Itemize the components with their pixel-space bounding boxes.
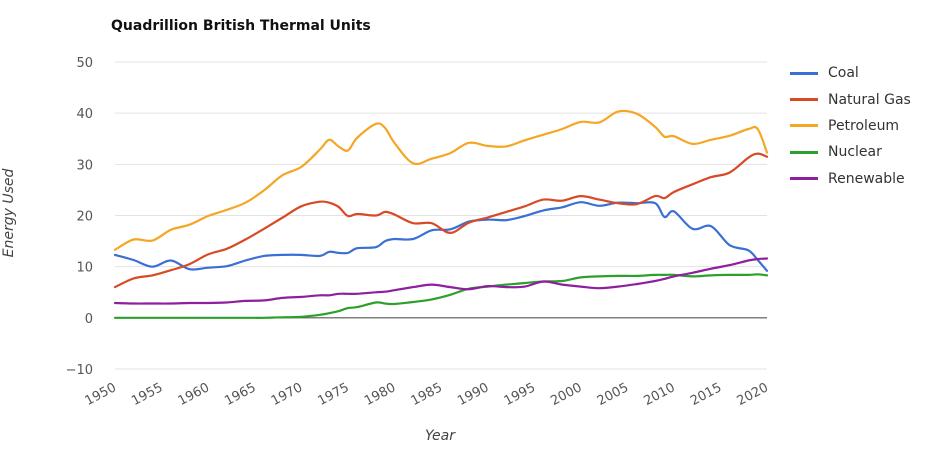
x-axis-label: Year — [425, 428, 455, 444]
y-tick-label: 40 — [76, 107, 93, 122]
x-tick-label: 1960 — [176, 380, 212, 409]
y-tick-labels: −10 0 10 20 30 40 50 — [66, 56, 93, 378]
legend-item-coal[interactable]: Coal — [790, 60, 911, 86]
chart-title: Quadrillion British Thermal Units — [111, 18, 371, 34]
x-tick-label: 1965 — [222, 380, 258, 409]
legend-item-petroleum[interactable]: Petroleum — [790, 113, 911, 139]
legend-item-nuclear[interactable]: Nuclear — [790, 139, 911, 165]
gridlines — [115, 61, 767, 370]
legend-swatch-natural-gas — [790, 98, 818, 102]
x-tick-label: 2005 — [595, 380, 631, 409]
legend-swatch-nuclear — [790, 150, 818, 154]
x-tick-label: 1975 — [315, 380, 351, 409]
x-tick-label: 2010 — [641, 380, 677, 409]
y-tick-label: 10 — [76, 261, 93, 276]
legend: Coal Natural Gas Petroleum Nuclear Renew… — [790, 60, 911, 192]
x-tick-label: 1990 — [455, 380, 491, 409]
legend-swatch-petroleum — [790, 124, 818, 128]
legend-swatch-coal — [790, 71, 818, 75]
legend-label-coal: Coal — [828, 65, 859, 82]
x-tick-label: 1970 — [269, 380, 305, 409]
y-tick-label: 20 — [76, 210, 93, 225]
legend-swatch-renewable — [790, 177, 818, 181]
x-tick-label: 2020 — [735, 380, 771, 409]
x-tick-label: 1980 — [362, 380, 398, 409]
legend-label-nuclear: Nuclear — [828, 144, 882, 161]
x-tick-label: 1985 — [409, 380, 445, 409]
x-tick-label: 1955 — [129, 380, 165, 409]
series-line-nuclear[interactable] — [113, 273, 769, 319]
y-tick-label: 0 — [85, 312, 93, 327]
x-tick-label: 2015 — [688, 380, 724, 409]
y-tick-label: 30 — [76, 158, 93, 173]
legend-label-natural-gas: Natural Gas — [828, 91, 911, 108]
y-tick-label: 50 — [76, 56, 93, 71]
legend-label-petroleum: Petroleum — [828, 117, 900, 134]
y-tick-label: −10 — [66, 363, 93, 378]
x-tick-label: 1950 — [83, 380, 119, 409]
series-line-natural-gas[interactable] — [113, 152, 769, 289]
series-line-coal[interactable] — [113, 201, 769, 272]
series-line-renewable[interactable] — [113, 257, 769, 305]
legend-item-natural-gas[interactable]: Natural Gas — [790, 86, 911, 112]
series-lines — [113, 109, 769, 319]
x-tick-labels: 1950 1955 1960 1965 1970 1975 1980 1985 1990 1995… — [83, 380, 771, 409]
x-tick-label: 1995 — [502, 380, 538, 409]
y-axis-label: Energy Used — [1, 168, 17, 258]
legend-label-renewable: Renewable — [828, 170, 905, 187]
x-tick-label: 2000 — [548, 380, 584, 409]
legend-item-renewable[interactable]: Renewable — [790, 166, 911, 192]
series-line-petroleum[interactable] — [113, 109, 769, 251]
